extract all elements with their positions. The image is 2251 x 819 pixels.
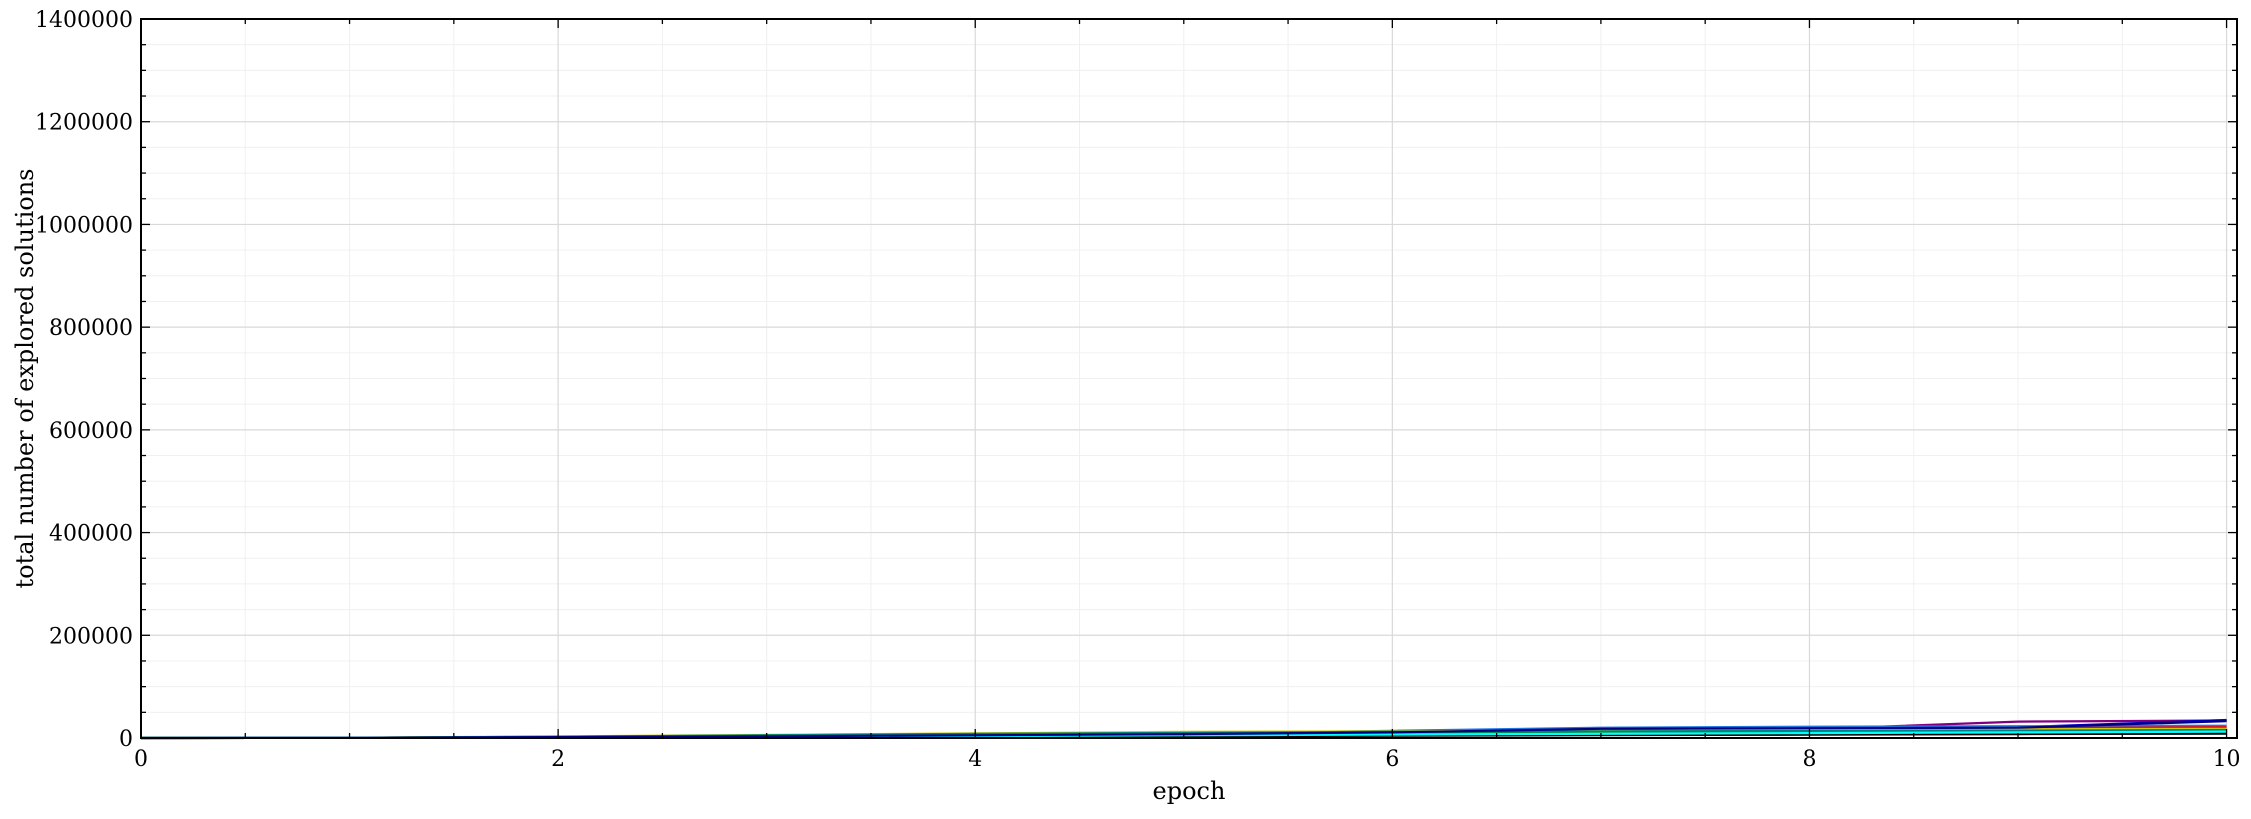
x-tick-label: 10 <box>2213 747 2241 772</box>
y-axis-title: total number of explored solutions <box>11 169 39 589</box>
x-axis-title: epoch <box>1153 777 1226 805</box>
x-tick-labels: 0 2 4 6 8 10 <box>134 747 2241 772</box>
x-tick-label: 0 <box>134 747 148 772</box>
axis-ticks <box>140 18 2237 739</box>
y-tick-label: 1000000 <box>35 213 133 238</box>
minor-grid <box>141 19 2237 738</box>
y-tick-label: 600000 <box>49 419 133 444</box>
major-grid <box>141 19 2237 738</box>
y-tick-label: 0 <box>119 727 133 752</box>
y-tick-label: 1400000 <box>35 8 133 33</box>
y-tick-labels: 0 200000 400000 600000 800000 1000000 1200000 1… <box>35 8 133 752</box>
y-tick-label: 200000 <box>49 624 133 649</box>
x-tick-label: 6 <box>1385 747 1399 772</box>
x-tick-label: 8 <box>1802 747 1816 772</box>
y-tick-label: 1200000 <box>35 111 133 136</box>
y-tick-label: 800000 <box>49 316 133 341</box>
y-tick-label: 400000 <box>49 522 133 547</box>
x-tick-label: 2 <box>551 747 565 772</box>
x-tick-label: 4 <box>968 747 982 772</box>
